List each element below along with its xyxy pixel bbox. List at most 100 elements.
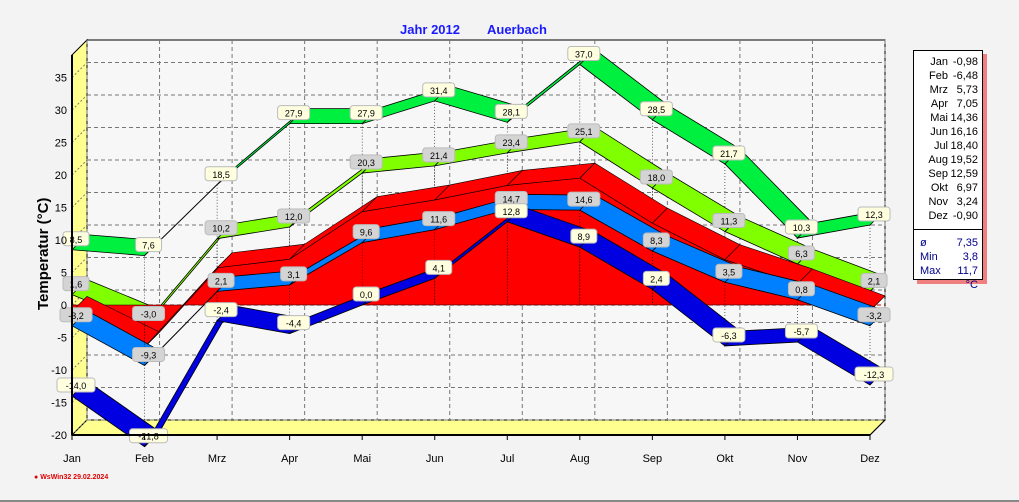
data-label: 2,1	[215, 276, 228, 286]
data-label-box	[642, 232, 670, 248]
data-label: -5,7	[794, 327, 810, 337]
data-label: -3,0	[141, 310, 157, 320]
data-label: 20,3	[357, 158, 375, 168]
data-label: 0,8	[795, 285, 808, 295]
data-label: 1,6	[70, 280, 83, 290]
gridline-wall	[71, 354, 88, 371]
y-tick-label: 20	[55, 170, 67, 182]
data-label: 10,2	[212, 224, 230, 234]
monthly-mean-legend: Jan -0,98 Feb -6,48 Mrz 5,73 Apr 7,05 Mai 14,36 Ju…	[913, 50, 983, 291]
data-label: 8,9	[578, 232, 591, 242]
legend-row: Feb -6,48	[929, 70, 978, 82]
floor	[70, 419, 887, 436]
x-tick-label: Nov	[788, 453, 808, 465]
data-label-box	[132, 346, 166, 362]
gridline-wall	[71, 419, 88, 436]
data-label: -3,2	[866, 311, 882, 321]
data-label: 14,7	[503, 194, 521, 204]
data-label: 2,1	[868, 276, 881, 286]
y-tick-label: 35	[55, 73, 67, 85]
data-label-box	[494, 134, 528, 150]
data-label-box	[62, 231, 90, 247]
legend-stat: ø 7,35	[920, 237, 978, 249]
y-tick-label: 25	[55, 138, 67, 150]
data-label-box	[712, 327, 746, 343]
data-label-box	[204, 302, 238, 318]
data-label-box	[422, 82, 456, 98]
data-label: 11,6	[430, 215, 447, 225]
floor-edge	[869, 419, 886, 436]
data-label-box	[712, 213, 746, 229]
data-label: 28,5	[648, 105, 666, 115]
y-tick-label: -5	[57, 333, 67, 345]
y-tick-label: 5	[61, 268, 67, 280]
data-label-box	[857, 307, 891, 323]
x-tick-label: Jul	[500, 453, 514, 465]
data-label-box	[787, 281, 815, 297]
data-label: 10,3	[793, 223, 811, 233]
gridline-wall	[71, 224, 88, 241]
data-label: 28,1	[503, 107, 521, 117]
x-tick-label: Okt	[716, 453, 733, 465]
data-label: -2,4	[213, 306, 229, 316]
data-label-box	[639, 101, 673, 117]
chart-title-year: Jahr 2012	[400, 22, 460, 37]
data-label: -9,3	[141, 350, 157, 360]
data-label: 3,1	[287, 270, 300, 280]
data-label-box	[425, 259, 453, 275]
data-label-box	[854, 366, 894, 382]
data-label-box	[567, 123, 601, 139]
x-tick-label: Jun	[426, 453, 444, 465]
y-tick-label: 15	[55, 203, 67, 215]
data-label-box	[352, 286, 380, 302]
data-label: 11,3	[720, 217, 737, 227]
data-label-box	[277, 105, 311, 121]
data-label: 12,3	[865, 210, 883, 220]
data-label-box	[567, 46, 601, 61]
x-tick-label: Aug	[570, 453, 590, 465]
gridline-wall	[71, 127, 88, 143]
y-tick-label: 10	[55, 235, 67, 247]
data-label-box	[570, 228, 598, 244]
legend-row: Jul 18,40	[933, 140, 978, 152]
data-label: 14,6	[575, 195, 593, 205]
data-label: 2,4	[650, 274, 663, 284]
data-label-box	[204, 220, 238, 236]
data-label-box	[422, 211, 456, 227]
data-label: 0,0	[360, 290, 373, 300]
y-tick-label: -15	[51, 398, 67, 410]
data-label-box	[715, 263, 743, 279]
gridline-wall	[71, 62, 88, 78]
data-label: 9,6	[360, 228, 373, 238]
data-label-box	[349, 105, 383, 121]
data-label-box	[639, 169, 673, 185]
gridline-wall	[71, 159, 88, 176]
data-label-box	[56, 377, 96, 393]
data-label: -6,3	[721, 331, 737, 341]
chart-title-station: Auerbach	[487, 22, 547, 37]
x-tick-label: Dez	[860, 453, 880, 465]
data-label-box	[567, 191, 601, 207]
data-label-box	[204, 166, 238, 182]
data-label: 18,0	[648, 173, 666, 183]
legend-row: Mai 14,36	[930, 112, 978, 124]
legend-row: Dez -0,90	[928, 210, 978, 222]
data-label: 8,5	[70, 235, 83, 245]
y-tick-label: -20	[51, 430, 67, 442]
data-label: -4,4	[286, 319, 302, 329]
data-label-box	[642, 270, 670, 286]
x-tick-label: Mai	[353, 453, 371, 465]
legend-row: Mrz 5,73	[929, 84, 978, 96]
data-label: 27,9	[357, 109, 375, 119]
data-label-box	[712, 145, 746, 161]
data-label-box	[494, 103, 528, 119]
x-tick-label: Apr	[281, 453, 298, 465]
legend-row: Apr 7,05	[930, 98, 978, 110]
y-tick-label: 30	[55, 105, 67, 117]
data-label-box	[277, 315, 311, 331]
data-label-box	[62, 276, 90, 292]
legend-row: Jan -0,98	[930, 56, 978, 68]
data-label: 12,8	[503, 207, 521, 217]
